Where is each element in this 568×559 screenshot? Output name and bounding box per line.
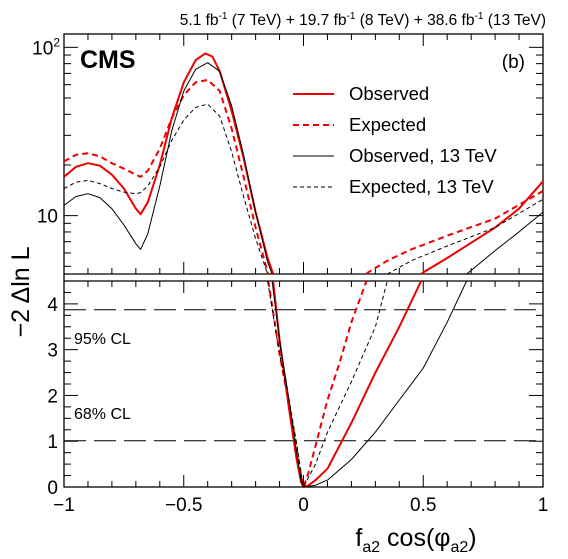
y-tick-label-upper: 10 — [37, 207, 58, 228]
legend-label-0: Observed — [349, 83, 429, 104]
x-tick-label: 0.5 — [410, 495, 436, 516]
series-line-lower-3 — [267, 280, 388, 488]
plot-frame — [63, 33, 544, 488]
xlabel-mid: cos(φ — [380, 524, 450, 552]
y-axis-label: −2 Δln L — [7, 246, 35, 337]
y-tick-label-lower: 3 — [47, 341, 58, 362]
header-part1: 5.1 fb — [180, 12, 219, 29]
x-tick-label: 0 — [298, 495, 309, 516]
luminosity-header: 5.1 fb-1 (7 TeV) + 19.7 fb-1 (8 TeV) + 3… — [180, 11, 546, 29]
legend-label-1: Expected — [349, 114, 426, 135]
legend: Observed Expected Observed, 13 TeV Expected… — [293, 83, 497, 197]
x-tick-label: −0.5 — [165, 495, 203, 516]
header-sup1: -1 — [219, 11, 228, 22]
series-line-upper-2 — [63, 62, 544, 275]
cl-95-label: 95% CL — [74, 331, 131, 348]
series-line-lower-1 — [267, 280, 368, 488]
y-tick-label-lower: 0 — [47, 478, 58, 499]
y-tick-label-upper: 102 — [32, 35, 60, 59]
series-line-lower-0 — [272, 280, 423, 488]
y-tick-label-lower: 1 — [47, 432, 58, 453]
xlabel-end: ) — [468, 524, 476, 552]
series-line-upper-1 — [63, 78, 544, 275]
data-curves — [63, 52, 544, 488]
legend-label-3: Expected, 13 TeV — [349, 176, 494, 197]
header-sup2: -1 — [347, 11, 356, 22]
panel-label: (b) — [502, 52, 525, 73]
xlabel-main: f — [355, 524, 362, 552]
y-tick-label-lower: 4 — [47, 295, 58, 316]
series-line-upper-3 — [63, 103, 544, 275]
series-line-lower-2 — [271, 280, 468, 488]
header-part3: (8 TeV) + 38.6 fb — [355, 12, 474, 29]
x-axis-label: fa2 cos(φa2) — [355, 524, 476, 556]
y-tick-label-lower: 2 — [47, 386, 58, 407]
xlabel-sub2: a2 — [451, 539, 469, 556]
header-part4: (13 TeV) — [483, 12, 546, 29]
legend-label-2: Observed, 13 TeV — [349, 145, 497, 166]
x-tick-label: 1 — [538, 495, 549, 516]
header-sup3: -1 — [474, 11, 483, 22]
x-tick-label: −1 — [53, 495, 75, 516]
cl-68-label: 68% CL — [74, 406, 131, 423]
experiment-label: CMS — [80, 46, 136, 74]
header-part2: (7 TeV) + 19.7 fb — [227, 12, 346, 29]
xlabel-sub1: a2 — [362, 539, 380, 556]
